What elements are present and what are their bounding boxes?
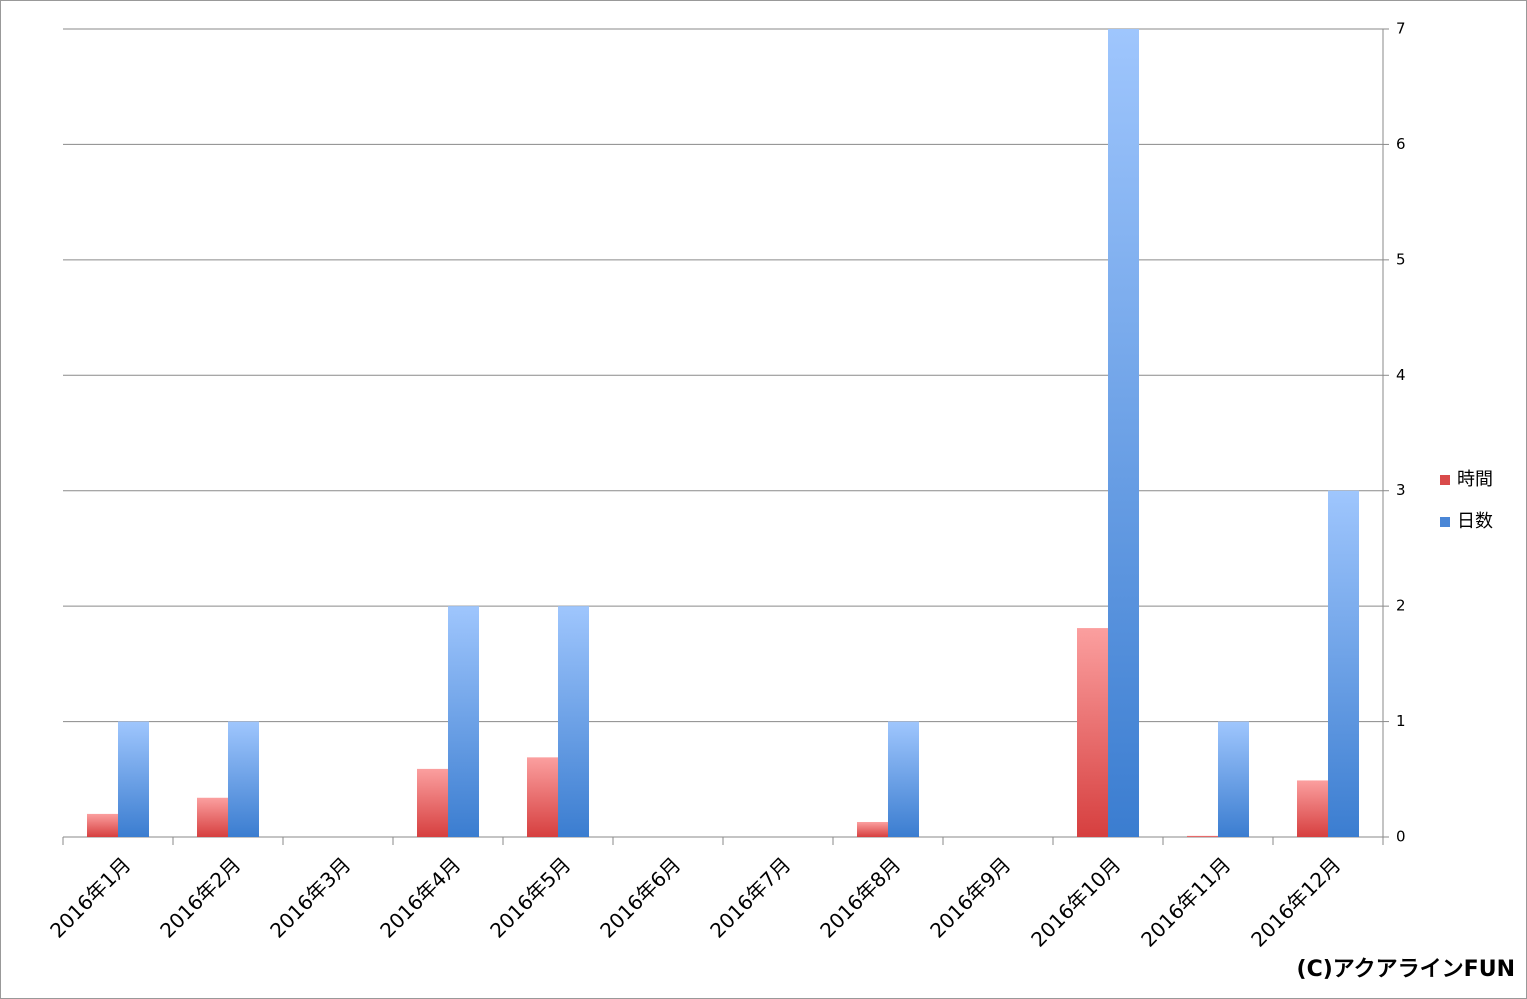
y-tick-label: 0 (1396, 828, 1406, 846)
y-tick-label: 1 (1396, 712, 1406, 730)
bar (888, 721, 919, 837)
legend-swatch (1440, 475, 1450, 485)
x-tick-label: 2016年5月 (485, 852, 575, 942)
bar (558, 606, 589, 837)
y-tick-label: 6 (1396, 135, 1406, 153)
bar (118, 721, 149, 837)
x-tick-label: 2016年4月 (375, 852, 465, 942)
x-tick-label: 2016年10月 (1026, 852, 1125, 951)
bar (448, 606, 479, 837)
bar (1218, 721, 1249, 837)
bar (1108, 29, 1139, 837)
bar (228, 721, 259, 837)
bar (1297, 780, 1328, 837)
bar (1187, 835, 1218, 837)
legend-label: 日数 (1457, 511, 1493, 532)
x-tick-label: 2016年9月 (925, 852, 1015, 942)
x-tick-label: 2016年11月 (1136, 852, 1235, 951)
x-tick-label: 2016年1月 (45, 852, 135, 942)
legend-swatch (1440, 517, 1450, 527)
x-tick-label: 2016年6月 (595, 852, 685, 942)
bar (87, 813, 118, 837)
y-tick-label: 7 (1396, 20, 1406, 38)
y-tick-label: 4 (1396, 366, 1406, 384)
x-tick-label: 2016年3月 (265, 852, 355, 942)
bar (417, 768, 448, 837)
y-tick-label: 3 (1396, 481, 1406, 499)
bar (857, 821, 888, 837)
x-tick-label: 2016年8月 (815, 852, 905, 942)
bar (1077, 628, 1108, 837)
y-tick-label: 2 (1396, 597, 1406, 615)
x-tick-label: 2016年12月 (1246, 852, 1345, 951)
x-tick-label: 2016年2月 (155, 852, 245, 942)
bar (527, 757, 558, 837)
bar (197, 797, 228, 837)
copyright: (C)アクアラインFUN (1297, 957, 1515, 982)
bar (1328, 490, 1359, 837)
y-tick-label: 5 (1396, 250, 1406, 268)
legend-label: 時間 (1457, 469, 1493, 490)
x-tick-label: 2016年7月 (705, 852, 795, 942)
